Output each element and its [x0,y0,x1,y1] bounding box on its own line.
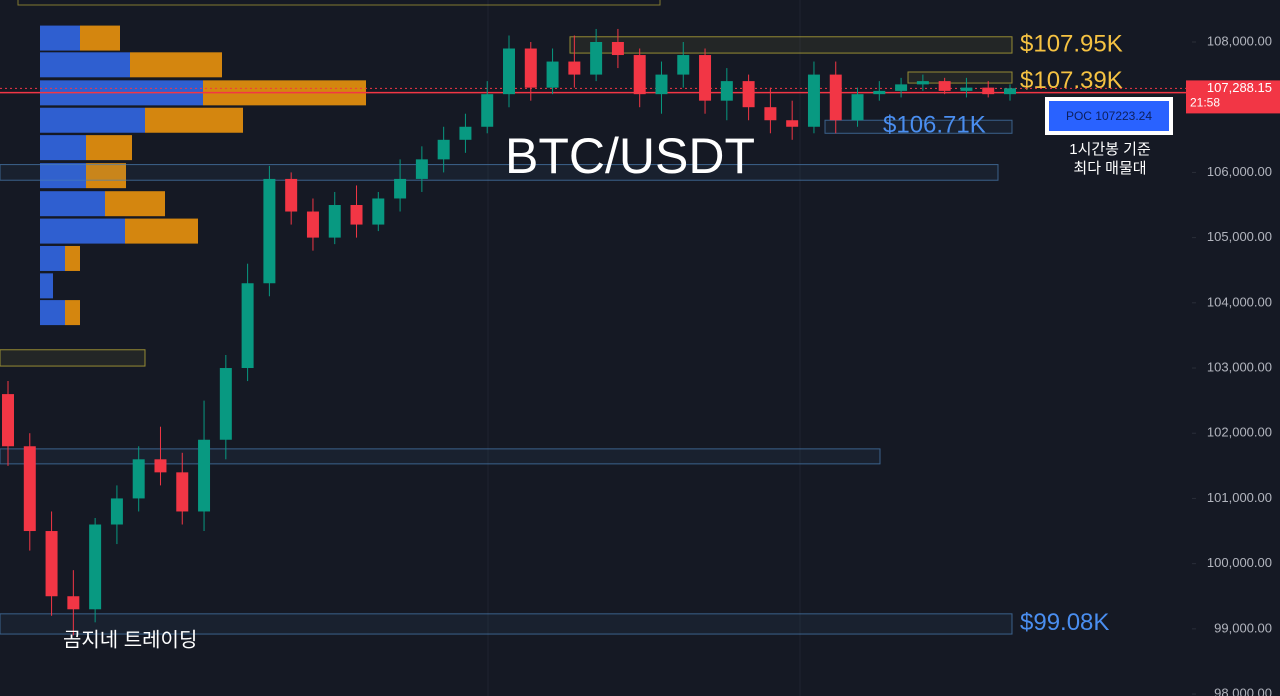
candle-body [982,87,995,95]
candle-body [154,459,167,473]
candle-body [241,283,254,369]
candle-body [459,126,472,140]
candle-body [394,178,407,199]
candle-body [306,211,319,238]
candle-body [89,524,102,610]
poc-text: POC 107223.24 [1066,109,1152,123]
y-tick-label: 100,000.00 [1207,555,1272,570]
profile-buy [40,25,80,51]
candle-body [677,55,690,75]
profile-buy [40,135,86,161]
price-tag-time: 21:58 [1190,96,1220,110]
y-tick-label: 98,000.00 [1214,685,1272,696]
chart-title: BTC/USDT [505,128,755,184]
candle-body [415,159,428,179]
candle-body [110,498,123,525]
candle-body [372,198,385,225]
candle-body [132,459,145,499]
candle-body [481,94,494,127]
zone [824,119,1013,134]
candle-body [590,41,603,75]
y-tick-label: 99,000.00 [1214,620,1272,635]
y-tick-label: 104,000.00 [1207,294,1272,309]
zone-box [17,0,661,6]
profile-buy [40,52,130,78]
profile-sell [86,163,126,189]
candle-body [263,178,276,284]
zone-label: $107.95K [1020,31,1123,58]
candle-body [655,74,668,95]
zone [0,349,146,367]
profile-sell [130,52,222,78]
y-tick-label: 106,000.00 [1207,164,1272,179]
candle-body [45,531,58,597]
profile-buy [40,245,65,271]
zone [907,71,1013,84]
candle-body [633,55,646,95]
candle-body [611,41,624,56]
candle-body [2,394,14,447]
profile-sell [105,191,165,217]
candle-body [699,55,712,101]
poc-note: 최다 매물대 [1073,160,1146,177]
watermark: 곰지네 트레이딩 [63,628,197,651]
candle-body [568,61,581,75]
candle-body [786,120,799,127]
candle-body [807,74,820,127]
zone-label: $99.08K [1020,609,1109,636]
candle-body [938,81,951,91]
candle-body [916,81,929,85]
zone [569,36,1013,54]
profile-sell [125,218,198,244]
profile-buy [40,300,65,326]
candle-body [350,205,363,225]
candle-body [219,368,232,440]
candle-body [742,81,755,108]
candle-body [328,205,341,238]
profile-buy [40,107,145,133]
candle-body [285,178,298,212]
zone [0,613,1013,635]
candle-body [960,87,973,91]
candle-body [524,48,537,88]
candle-body [176,472,189,512]
y-tick-label: 108,000.00 [1207,33,1272,48]
candle-body [198,439,211,512]
candle-body [873,90,886,95]
zone [0,164,999,181]
price-tag-value: 107,288.15 [1207,80,1272,95]
profile-buy [40,273,53,299]
profile-buy [40,218,125,244]
candle-body [851,94,864,121]
candle-body [503,48,515,95]
candle-body [764,107,777,121]
poc-box [1049,101,1169,131]
zone-label: $107.39K [1020,67,1123,94]
zone [0,448,881,465]
y-tick-label: 102,000.00 [1207,425,1272,440]
profile-sell [65,300,80,326]
candle-body [437,139,450,160]
y-tick-label: 105,000.00 [1207,229,1272,244]
zone-label: $106.71K [883,111,986,138]
y-tick-label: 101,000.00 [1207,490,1272,505]
candle-body [67,596,80,610]
poc-note: 1시간봉 기준 [1069,141,1151,158]
profile-buy [40,191,105,217]
profile-sell [145,107,243,133]
candle-body [829,74,842,121]
candle-body [895,84,908,91]
profile-sell [86,135,132,161]
profile-sell [65,245,80,271]
candle-body [1004,88,1016,95]
price-tag [1186,80,1280,114]
candle-body [720,81,733,101]
profile-sell [80,25,120,51]
profile-buy [40,163,86,189]
candle-body [546,61,559,88]
candle-body [23,446,36,532]
y-tick-label: 103,000.00 [1207,359,1272,374]
